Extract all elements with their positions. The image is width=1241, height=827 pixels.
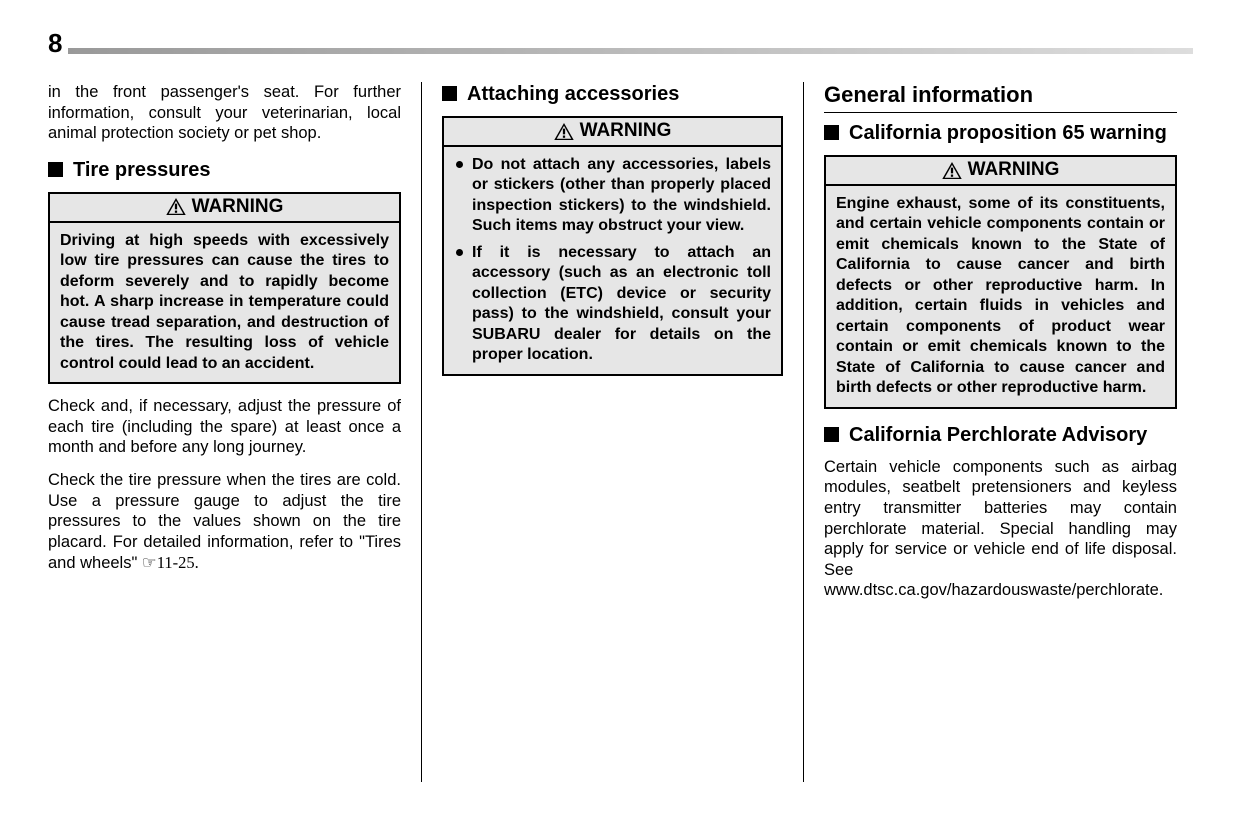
page-number: 8	[48, 30, 62, 56]
heading-prop65: California proposition 65 warning	[824, 121, 1177, 145]
cross-reference-icon: ☞11-25.	[142, 553, 199, 572]
warning-label-accessories: WARNING	[580, 120, 672, 142]
content-columns: in the front passenger's seat. For furth…	[48, 82, 1193, 782]
square-bullet-icon	[824, 427, 839, 442]
warning-accessories-list: Do not attach any accessories, labels or…	[454, 155, 771, 366]
heading-attaching-accessories-label: Attaching accessories	[467, 82, 679, 106]
warning-body-tire: Driving at high speeds with excessively …	[50, 223, 399, 382]
tire-paragraph-1: Check and, if necessary, adjust the pres…	[48, 396, 401, 458]
square-bullet-icon	[824, 125, 839, 140]
column-2: Attaching accessories WARNING Do not att…	[430, 82, 795, 782]
warning-box-accessories: WARNING Do not attach any accessories, l…	[442, 116, 783, 376]
warning-accessories-item-2: If it is necessary to attach an accessor…	[472, 243, 771, 366]
warning-header-accessories: WARNING	[444, 118, 781, 147]
heading-attaching-accessories: Attaching accessories	[442, 82, 783, 106]
column-3: General information California propositi…	[812, 82, 1177, 782]
warning-header-tire: WARNING	[50, 194, 399, 223]
warning-triangle-icon	[942, 162, 962, 179]
tire-p2-text: Check the tire pressure when the tires a…	[48, 471, 401, 572]
square-bullet-icon	[442, 86, 457, 101]
warning-body-prop65: Engine exhaust, some of its constituents…	[826, 186, 1175, 407]
header-rule	[68, 48, 1193, 54]
warning-box-tire: WARNING Driving at high speeds with exce…	[48, 192, 401, 384]
warning-accessories-item-1: Do not attach any accessories, labels or…	[472, 155, 771, 237]
square-bullet-icon	[48, 162, 63, 177]
heading-perchlorate-label: California Perchlorate Advisory	[849, 423, 1147, 447]
heading-tire-pressures-label: Tire pressures	[73, 158, 211, 182]
column-divider-2	[803, 82, 804, 782]
warning-triangle-icon	[166, 198, 186, 215]
warning-body-accessories: Do not attach any accessories, labels or…	[444, 147, 781, 374]
column-divider-1	[421, 82, 422, 782]
tire-paragraph-2: Check the tire pressure when the tires a…	[48, 470, 401, 573]
page-header: 8	[48, 30, 1193, 56]
warning-label-tire: WARNING	[192, 196, 284, 218]
warning-header-prop65: WARNING	[826, 157, 1175, 186]
manual-page: 8 in the front passenger's seat. For fur…	[0, 0, 1241, 827]
heading-tire-pressures: Tire pressures	[48, 158, 401, 182]
warning-triangle-icon	[554, 123, 574, 140]
heading-prop65-label: California proposition 65 warning	[849, 121, 1167, 145]
warning-box-prop65: WARNING Engine exhaust, some of its cons…	[824, 155, 1177, 409]
heading-general-information: General information	[824, 82, 1177, 113]
warning-label-prop65: WARNING	[968, 159, 1060, 181]
heading-perchlorate: California Perchlorate Advisory	[824, 423, 1177, 447]
intro-continuation: in the front passenger's seat. For furth…	[48, 82, 401, 144]
perchlorate-body: Certain vehicle components such as airba…	[824, 457, 1177, 601]
column-1: in the front passenger's seat. For furth…	[48, 82, 413, 782]
